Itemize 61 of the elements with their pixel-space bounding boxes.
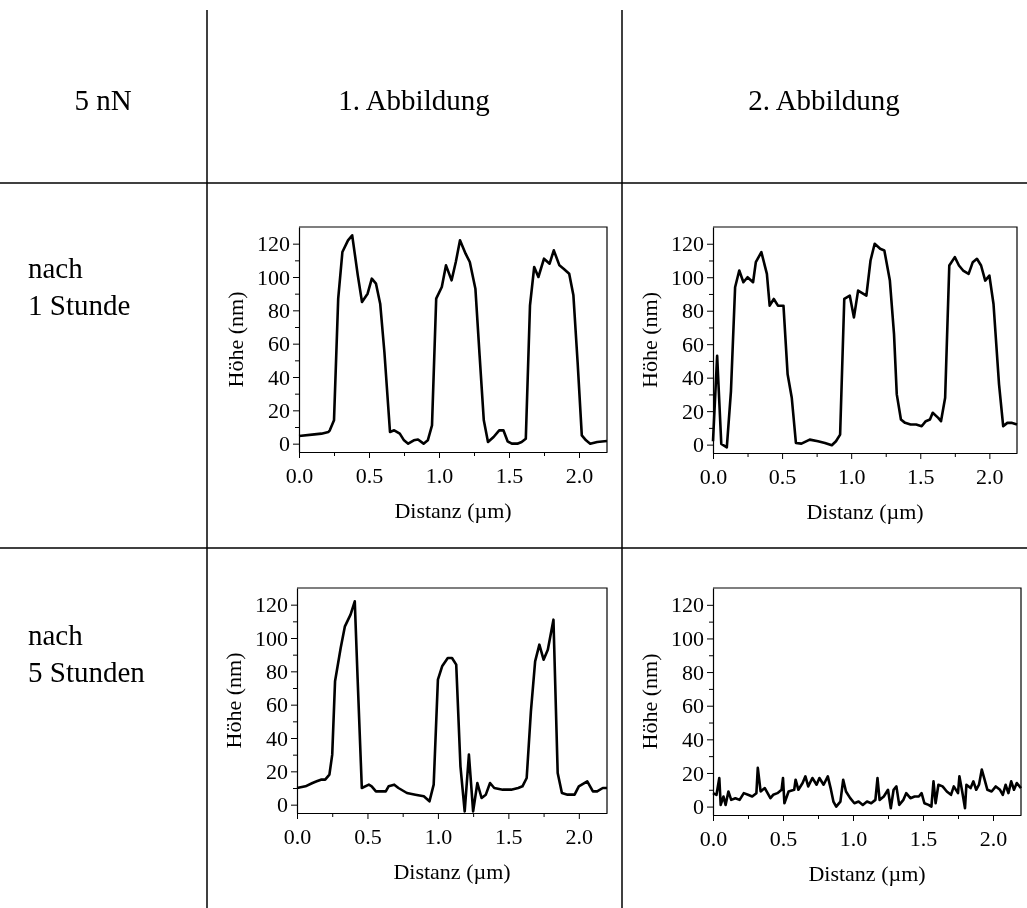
y-tick-label: 40 <box>682 726 704 752</box>
x-tick-label: 1.0 <box>425 463 454 488</box>
y-tick-label: 20 <box>682 398 704 424</box>
text: 1. Abbildung <box>338 84 490 116</box>
y-tick-label: 80 <box>266 658 288 684</box>
x-tick-label: 0.0 <box>699 464 728 489</box>
text: nach 1 Stunde <box>28 252 131 321</box>
x-axis-title: Distanz (µm) <box>806 499 924 524</box>
y-axis-title: Höhe (nm) <box>637 292 662 388</box>
text: nach 5 Stunden <box>28 619 146 688</box>
y-axis-title: Höhe (nm) <box>221 652 246 749</box>
y-tick-label: 120 <box>255 592 288 618</box>
x-axis-title: Distanz (µm) <box>394 498 512 523</box>
y-tick-label: 120 <box>671 592 704 618</box>
text: 2. Abbildung <box>748 84 900 116</box>
y-tick-label: 60 <box>268 331 290 357</box>
y-tick-label: 100 <box>255 625 288 651</box>
y-tick-label: 0 <box>277 792 288 818</box>
y-tick-label: 80 <box>682 298 704 324</box>
y-tick-label: 120 <box>257 231 290 257</box>
y-axis-title: Höhe (nm) <box>223 291 248 388</box>
x-tick-label: 0.5 <box>355 463 384 488</box>
y-tick-label: 80 <box>682 659 704 685</box>
y-axis-title: Höhe (nm) <box>637 653 662 750</box>
x-axis-title: Distanz (µm) <box>808 861 926 886</box>
y-tick-label: 100 <box>671 264 704 290</box>
x-tick-label: 0.0 <box>283 824 312 849</box>
x-tick-label: 1.0 <box>424 824 453 849</box>
y-tick-label: 40 <box>682 365 704 391</box>
x-tick-label: 1.0 <box>837 464 866 489</box>
y-tick-label: 20 <box>266 758 288 784</box>
x-tick-label: 1.5 <box>495 463 524 488</box>
y-tick-label: 80 <box>268 297 290 323</box>
x-tick-label: 0.5 <box>769 826 798 851</box>
y-tick-label: 0 <box>279 431 290 457</box>
y-tick-label: 20 <box>682 760 704 786</box>
y-tick-label: 60 <box>682 331 704 357</box>
y-tick-label: 40 <box>268 364 290 390</box>
x-tick-label: 1.5 <box>907 464 935 489</box>
x-tick-label: 2.0 <box>565 824 594 849</box>
x-tick-label: 2.0 <box>565 463 594 488</box>
y-tick-label: 100 <box>257 264 290 290</box>
y-tick-label: 60 <box>266 692 288 718</box>
y-tick-label: 120 <box>671 231 704 257</box>
x-tick-label: 1.5 <box>495 824 523 849</box>
y-tick-label: 0 <box>693 432 704 458</box>
x-tick-label: 0.5 <box>768 464 797 489</box>
x-tick-label: 2.0 <box>979 826 1008 851</box>
y-tick-label: 60 <box>682 693 704 719</box>
x-tick-label: 1.0 <box>839 826 868 851</box>
text: 5 nN <box>74 84 132 116</box>
x-tick-label: 0.0 <box>699 826 728 851</box>
x-tick-label: 1.5 <box>909 826 938 851</box>
x-tick-label: 0.5 <box>354 824 382 849</box>
y-tick-label: 0 <box>693 794 704 820</box>
y-tick-label: 100 <box>671 625 704 651</box>
y-tick-label: 40 <box>266 725 288 751</box>
x-tick-label: 0.0 <box>285 463 314 488</box>
y-tick-label: 20 <box>268 397 290 423</box>
x-axis-title: Distanz (µm) <box>393 859 511 884</box>
x-tick-label: 2.0 <box>976 464 1004 489</box>
